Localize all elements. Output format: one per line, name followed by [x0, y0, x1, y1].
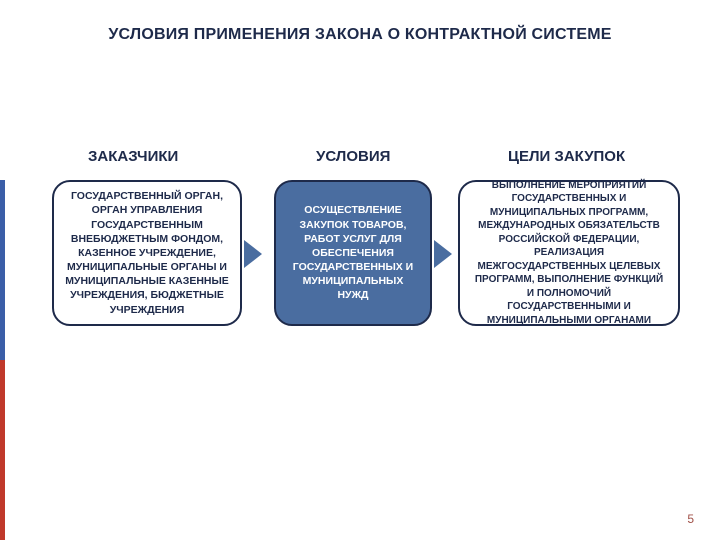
- heading-customers: ЗАКАЗЧИКИ: [88, 148, 178, 165]
- arrow-2-icon: [434, 240, 452, 268]
- arrow-1-icon: [244, 240, 262, 268]
- box-goals-text: ВЫПОЛНЕНИЕ МЕРОПРИЯТИЙ ГОСУДАРСТВЕННЫХ И…: [470, 179, 668, 328]
- box-goals: ВЫПОЛНЕНИЕ МЕРОПРИЯТИЙ ГОСУДАРСТВЕННЫХ И…: [458, 180, 680, 326]
- heading-conditions: УСЛОВИЯ: [316, 148, 390, 165]
- page-number: 5: [687, 512, 694, 526]
- flag-blue-stripe: [0, 180, 5, 360]
- heading-goals: ЦЕЛИ ЗАКУПОК: [508, 148, 625, 165]
- box-customers-text: ГОСУДАРСТВЕННЫЙ ОРГАН, ОРГАН УПРАВЛЕНИЯ …: [64, 189, 230, 317]
- box-conditions-text: ОСУЩЕСТВЛЕНИЕ ЗАКУПОК ТОВАРОВ, РАБОТ УСЛ…: [286, 203, 420, 302]
- page-title: УСЛОВИЯ ПРИМЕНЕНИЯ ЗАКОНА О КОНТРАКТНОЙ …: [0, 26, 720, 44]
- flag-red-stripe: [0, 360, 5, 540]
- box-customers: ГОСУДАРСТВЕННЫЙ ОРГАН, ОРГАН УПРАВЛЕНИЯ …: [52, 180, 242, 326]
- box-conditions: ОСУЩЕСТВЛЕНИЕ ЗАКУПОК ТОВАРОВ, РАБОТ УСЛ…: [274, 180, 432, 326]
